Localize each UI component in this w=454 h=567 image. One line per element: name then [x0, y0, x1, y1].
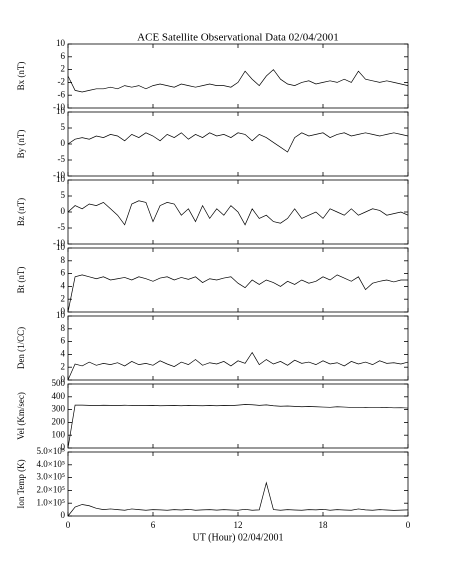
data-line: [67, 404, 409, 449]
y-tick-label: 4: [61, 280, 66, 290]
chart-title: ACE Satellite Observational Data 02/04/2…: [137, 32, 339, 44]
y-axis-label: By (nT): [16, 130, 26, 159]
y-tick-label: 3.0×10⁵: [37, 472, 65, 482]
y-tick-label: -5: [58, 154, 66, 164]
y-tick-label: 10: [56, 38, 66, 48]
y-axis-label: Den (1/CC): [16, 327, 26, 369]
x-tick-label: 0: [66, 520, 71, 530]
y-tick-label: 0: [61, 510, 66, 520]
y-axis-label: Bx (nT): [16, 62, 26, 91]
x-tick-label: 0: [406, 520, 411, 530]
y-tick-label: 300: [52, 404, 66, 414]
y-tick-label: -10: [53, 170, 65, 180]
y-tick-label: 2.0×10⁵: [37, 484, 65, 494]
y-tick-label: 6: [61, 268, 66, 278]
y-tick-label: 6: [61, 51, 66, 61]
y-tick-label: 0: [61, 138, 66, 148]
y-tick-label: -5: [58, 222, 66, 232]
y-tick-label: 2: [61, 293, 66, 303]
y-tick-label: 6: [61, 336, 66, 346]
data-line: [67, 274, 408, 313]
y-tick-label: 4: [61, 348, 66, 358]
y-tick-label: 0: [61, 206, 66, 216]
y-axis-label: Vel (Km/sec): [16, 392, 26, 440]
data-line: [67, 200, 409, 226]
y-axis-label: Bz (nT): [16, 198, 26, 226]
data-line: [67, 481, 409, 517]
y-tick-label: 2: [61, 64, 66, 74]
y-tick-label: 8: [61, 323, 66, 333]
x-tick-label: 18: [319, 520, 329, 530]
y-tick-label: 10: [56, 242, 66, 252]
y-tick-label: 10: [56, 174, 66, 184]
y-tick-label: 10: [56, 310, 66, 320]
y-tick-label: 4.0×10⁵: [37, 459, 65, 469]
y-tick-label: 0: [61, 374, 66, 384]
y-tick-label: 5: [61, 122, 66, 132]
y-tick-label: 500: [52, 378, 66, 388]
y-tick-label: 100: [52, 429, 66, 439]
y-axis-label: Ion Temp (K): [16, 459, 26, 508]
y-tick-label: 0: [61, 442, 66, 452]
y-tick-label: 5.0×10⁵: [37, 446, 65, 456]
y-tick-label: 2: [61, 361, 66, 371]
y-tick-label: 400: [52, 391, 66, 401]
y-axis-label: Bt (nT): [16, 267, 26, 294]
y-tick-label: -2: [58, 76, 66, 86]
data-line: [67, 132, 409, 153]
y-tick-label: 10: [56, 106, 66, 116]
y-tick-label: -10: [53, 102, 65, 112]
x-tick-label: 6: [151, 520, 156, 530]
y-tick-label: 200: [52, 416, 66, 426]
x-axis-label: UT (Hour) 02/04/2001: [193, 532, 284, 543]
data-line: [67, 351, 409, 381]
y-tick-label: -10: [53, 238, 65, 248]
y-tick-label: 8: [61, 255, 66, 265]
y-tick-label: 1.0×10⁵: [37, 497, 65, 507]
y-tick-label: 5: [61, 190, 66, 200]
x-tick-label: 12: [234, 520, 243, 530]
y-tick-label: 0: [61, 306, 66, 316]
y-tick-label: -6: [58, 89, 66, 99]
data-line: [67, 69, 409, 93]
